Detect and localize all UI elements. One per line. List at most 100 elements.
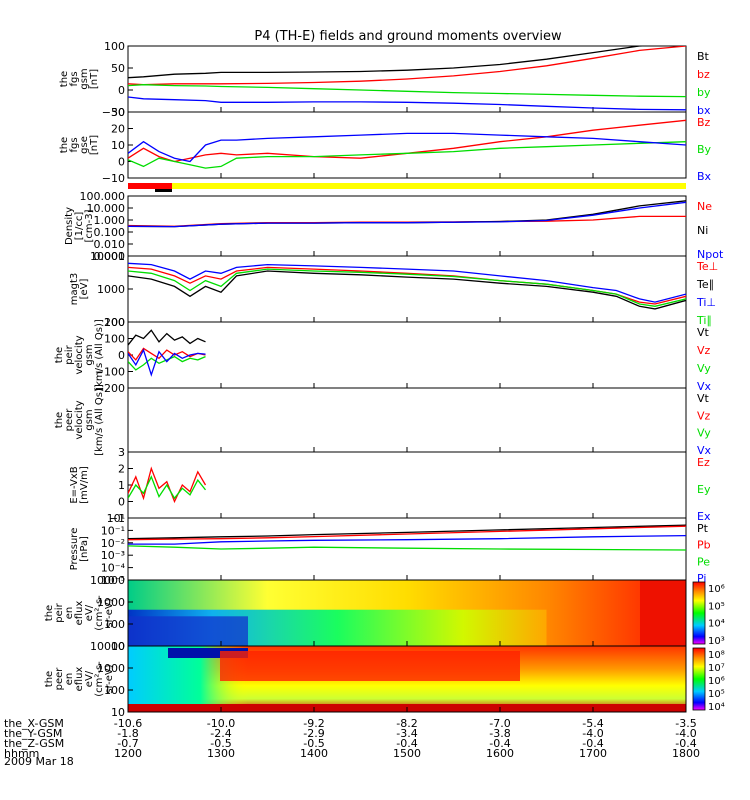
footer-row-label: the_Z-GSM xyxy=(4,737,64,750)
fgs-gse-ylabel: the xyxy=(59,137,70,153)
peir-spectrogram-ylabel: peir xyxy=(54,602,65,622)
footer-row-label: hhmm xyxy=(4,747,39,760)
peir-velocity-frame xyxy=(127,321,687,389)
peir-velocity-ylabel: [km/s (All Qs)] xyxy=(94,319,105,391)
peir-spectrogram-ytick-label: 10 xyxy=(111,640,125,653)
temperature-ytick-label: 10000 xyxy=(90,250,125,263)
temperature-series-blue xyxy=(128,262,686,303)
fgs-gsm-ytick-label: 50 xyxy=(111,62,125,75)
footer-value: 1200 xyxy=(114,747,142,760)
density-frame xyxy=(127,195,687,257)
fgs-gsm-legend-3: bx xyxy=(697,104,711,117)
peer-velocity-ylabel: gsm xyxy=(84,409,95,430)
density-legend-1: Ni xyxy=(697,224,708,237)
peir-velocity-ylabel: velocity xyxy=(74,335,85,374)
peer-velocity-legend-1: Vz xyxy=(697,409,711,422)
pressure-ytick-label: 10⁻⁴ xyxy=(101,562,126,575)
efield-legend-0: Ez xyxy=(697,456,710,469)
peer-spectrogram-ylabel: (cm²-s- xyxy=(94,661,105,697)
peer-spectrogram-ylabel: en xyxy=(64,673,75,686)
fgs-gse-legend-0: Bz xyxy=(697,116,711,129)
peir-spectrogram-ylabel: en xyxy=(64,607,75,620)
fgs-gsm-ylabel: the xyxy=(59,71,70,87)
efield-ytick-label: 0 xyxy=(118,496,125,509)
footer-value: -3.4 xyxy=(396,727,417,740)
peer-velocity-legend-2: Vy xyxy=(697,427,711,440)
flag-red xyxy=(128,183,172,189)
peir-spectrogram-ytick-label: 1000 xyxy=(97,596,125,609)
temperature-ytick-label: 1000 xyxy=(97,283,125,296)
footer-value: -8.2 xyxy=(396,717,417,730)
footer-value: -10.0 xyxy=(207,717,235,730)
density-ylabel: [cm-3] xyxy=(84,209,95,242)
footer-row-label: the_X-GSM xyxy=(4,717,64,730)
temperature-legend-2: Ti⊥ xyxy=(696,296,716,309)
fgs-gse-legend-2: Bx xyxy=(697,170,712,183)
temperature-ylabel: magt3 xyxy=(69,273,80,306)
density-series-blue xyxy=(128,201,686,228)
peer-velocity-frame xyxy=(127,387,687,453)
peer-spectrogram-colorbar-label: 10⁸ xyxy=(708,650,725,661)
efield-ytick-label: 1 xyxy=(118,479,125,492)
footer-value: -10.6 xyxy=(114,717,142,730)
fgs-gsm-legend-0: Bt xyxy=(697,50,710,63)
peir-velocity-ytick-label: −100 xyxy=(95,366,125,379)
peir-spectrogram-colorbar-label: 10⁶ xyxy=(708,584,725,595)
footer-value: -0.5 xyxy=(210,737,231,750)
footer-value: -3.8 xyxy=(489,727,510,740)
fgs-gse-ytick-label: 20 xyxy=(111,123,125,136)
peir-velocity-legend-2: Vy xyxy=(697,362,711,375)
density-ytick-label: 0.100 xyxy=(94,226,126,239)
fgs-gsm-ytick-label: 0 xyxy=(118,84,125,97)
footer-value: -0.5 xyxy=(303,737,324,750)
footer-value: -0.4 xyxy=(675,737,696,750)
temperature-series-red xyxy=(128,266,686,305)
fgs-gsm-series-blue xyxy=(128,96,686,111)
pressure-legend-1: Pb xyxy=(697,539,711,552)
pressure-legend-0: Pt xyxy=(697,522,709,535)
pressure-ylabel: [nPa] xyxy=(79,536,90,562)
pressure-series-black xyxy=(128,524,686,540)
pressure-series-green xyxy=(128,545,686,551)
footer-value: -2.4 xyxy=(210,727,231,740)
footer-value: 1700 xyxy=(579,747,607,760)
footer-ephemeris: the_X-GSM -10.6 -10.0 -9.2 -8.2 -7.0 -5.4 -3.5 t… xyxy=(4,717,700,760)
peir-spectrogram-ylabel: eV/ xyxy=(84,604,95,621)
peer-velocity-ylabel: [km/s (All Qs)] xyxy=(94,384,105,456)
fgs-gse-ylabel: [nT] xyxy=(89,135,100,155)
peir-spectrogram-ylabel: (cm²-s- xyxy=(94,595,105,631)
density-ytick-label: 0.001 xyxy=(94,250,126,263)
peer-spectrogram-ytick-label: 10000 xyxy=(90,640,125,653)
temperature-legend-3: Ti∥ xyxy=(696,314,712,327)
peir-velocity-ylabel: peir xyxy=(64,344,75,364)
peer-spectrogram-colorbar-label: 10⁶ xyxy=(708,676,725,687)
footer-value: -2.9 xyxy=(303,727,324,740)
peir-velocity-ylabel: the xyxy=(54,347,65,363)
peir-spectrogram-image xyxy=(128,580,686,646)
fgs-gsm-ylabel: fgs xyxy=(69,71,80,86)
peer-velocity-ylabel: velocity xyxy=(74,400,85,439)
peir-spectrogram-colorbar-label: 10⁵ xyxy=(708,601,725,612)
temperature-series-black xyxy=(128,270,686,310)
peir-spectrogram-ytick-label: 10000 xyxy=(90,574,125,587)
fgs-gsm-legend-1: bz xyxy=(697,68,710,81)
panel-peir-spectrogram: 10⁶ 10⁵ 10⁴ 10³ 10000 1000 100 10 the peir en eflux… xyxy=(44,574,725,653)
peer-velocity-legend-3: Vx xyxy=(697,444,712,457)
pressure-series-red xyxy=(128,525,686,541)
peer-spectrogram-colorbar-label: 10⁴ xyxy=(708,702,725,713)
fgs-gsm-series-green xyxy=(128,84,686,98)
peer-spectrogram-colorbar-label: 10⁷ xyxy=(708,663,725,674)
peir-velocity-legend-0: Vt xyxy=(697,326,710,339)
peer-spectrogram-ylabel: eV/ xyxy=(84,670,95,687)
pressure-ytick-label: 10¹ xyxy=(107,512,125,525)
density-ylabel: Density xyxy=(64,207,75,245)
peer-spectrogram-ylabel: eflux xyxy=(74,667,85,692)
peer-velocity-ylabel: the xyxy=(54,412,65,428)
plot-title: P4 (TH-E) fields and ground moments over… xyxy=(254,29,562,44)
efield-ylabel: E=-VxB xyxy=(69,466,80,503)
peir-velocity-series-red xyxy=(128,347,206,361)
